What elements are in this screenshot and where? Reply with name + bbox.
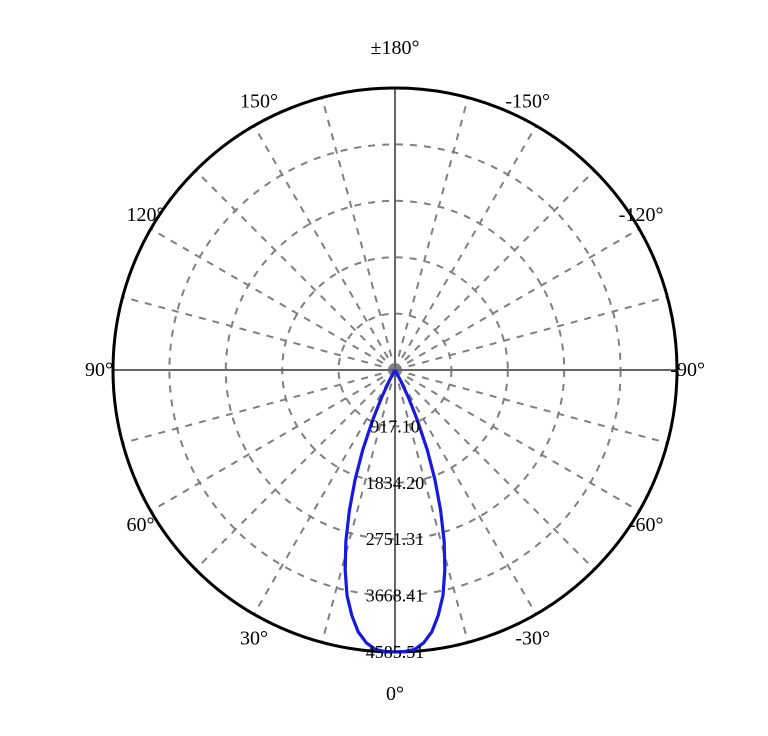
angle-label: 30° — [240, 627, 268, 649]
angle-label: -120° — [619, 204, 664, 226]
radial-label: 917.10 — [370, 416, 420, 436]
radial-label: 2751.31 — [366, 529, 425, 549]
angle-label: 60° — [127, 514, 155, 536]
angle-label: 120° — [127, 204, 165, 226]
radial-label: 1834.20 — [366, 473, 425, 493]
angle-label: ±180° — [371, 37, 420, 59]
angle-label: 150° — [240, 91, 278, 113]
angle-label: 0° — [386, 683, 404, 705]
radial-label: 3668.41 — [366, 586, 425, 606]
radial-label: 4585.51 — [366, 642, 425, 662]
angle-label: 90° — [85, 359, 113, 381]
angle-label: -150° — [505, 91, 550, 113]
polar-chart: 917.10 1834.20 2751.31 3668.41 4585.51 0° 30° 6… — [0, 0, 768, 736]
angle-label: -60° — [629, 514, 664, 536]
angle-label: -30° — [515, 627, 550, 649]
angle-label: -90° — [670, 359, 705, 381]
